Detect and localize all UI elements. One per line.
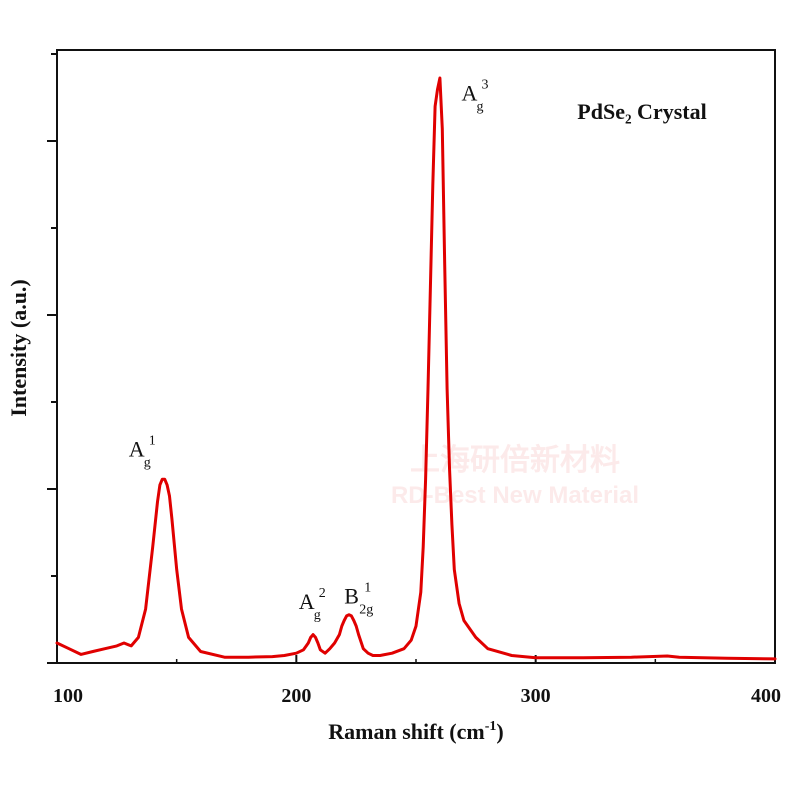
sample-label-text: PdSe₂ Crystal — [577, 99, 706, 124]
series-layer — [55, 76, 777, 661]
peak-label: A 3 g — [461, 78, 488, 115]
peak-label-subscript: g — [476, 100, 483, 115]
peak-label-superscript: 3 — [481, 78, 488, 93]
x-axis-title-text: Raman shift (cm — [328, 719, 484, 744]
x-tick-label: 300 — [521, 685, 551, 707]
x-tick-label: 200 — [281, 685, 311, 707]
peak-label-main: A — [461, 81, 477, 106]
peak-label-superscript: 1 — [364, 581, 371, 596]
x-axis-title: Raman shift (cm-1) — [328, 719, 503, 744]
peak-label-subscript: 2g — [359, 603, 373, 618]
peak-label-main: B — [344, 584, 359, 609]
x-axis-title-superscript: -1 — [485, 719, 497, 734]
x-axis-title-close: ) — [496, 719, 503, 744]
peak-label-subscript: g — [314, 608, 321, 623]
peak-label: A 1 g — [129, 434, 156, 471]
peak-label: B 1 2g — [344, 581, 373, 618]
peak-label-main: A — [129, 437, 145, 462]
x-tick-label: 100 — [53, 685, 83, 707]
y-axis-title: Intensity (a.u.) — [6, 279, 31, 417]
peak-label-subscript: g — [144, 456, 151, 471]
sample-label: PdSe₂ Crystal — [577, 99, 706, 124]
watermark-english: RD-Best New Material — [391, 482, 639, 509]
peak-label-superscript: 2 — [319, 586, 326, 601]
x-tick-label: 400 — [751, 685, 781, 707]
y-axis-ticks — [47, 53, 57, 664]
peak-label: A 2 g — [299, 586, 326, 623]
peak-label-superscript: 1 — [149, 434, 156, 449]
raman-spectrum-line — [55, 76, 777, 661]
watermark-chinese: 上海研倍新材料 — [410, 443, 620, 478]
peak-label-main: A — [299, 589, 315, 614]
